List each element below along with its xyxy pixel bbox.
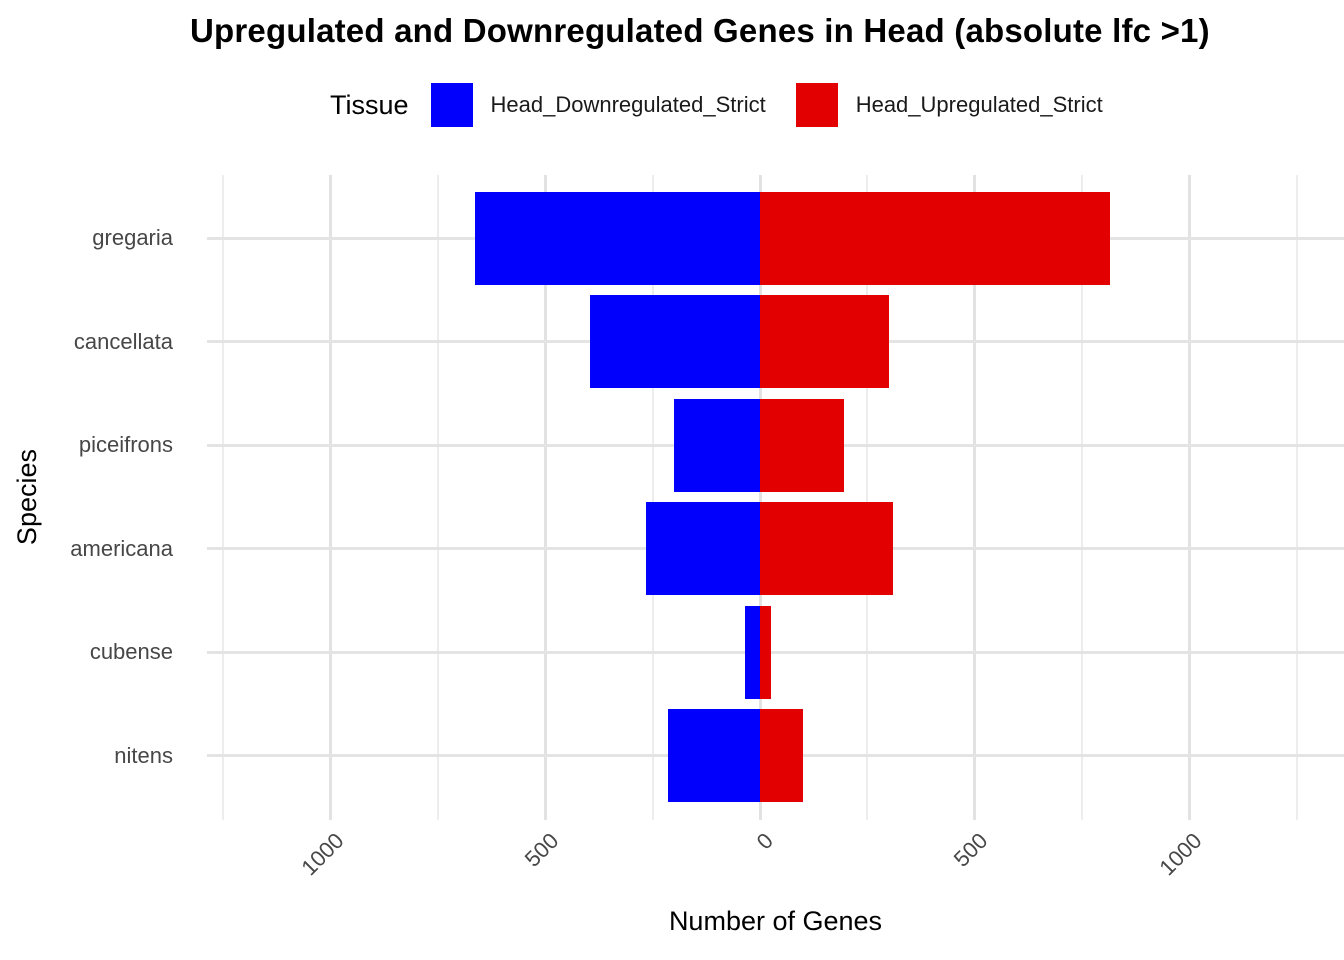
bar-nitens-down	[667, 709, 761, 802]
x-axis-title: Number of Genes	[668, 906, 883, 936]
gridline-minor	[1295, 175, 1298, 820]
legend-item-label: Head_Upregulated_Strict	[855, 92, 1103, 117]
gridline-major	[1187, 175, 1191, 820]
y-tick-label-cancellata: cancellata	[73, 328, 173, 354]
gridline-major	[329, 175, 333, 820]
bar-nitens-up	[760, 709, 803, 802]
gridline-minor	[437, 175, 439, 820]
y-tick-label-piceifrons: piceifrons	[78, 432, 173, 457]
legend-item-label: Head_Downregulated_Strict	[490, 92, 766, 117]
bar-piceifrons-up	[760, 398, 844, 492]
chart-title: Upregulated and Downregulated Genes in H…	[190, 12, 1210, 49]
gridline-major	[543, 175, 547, 820]
y-tick-label-gregaria: gregaria	[92, 225, 173, 250]
legend-item-upregulated: Head_Upregulated_Strict	[795, 83, 1103, 127]
gridline-minor	[866, 175, 869, 820]
legend-items: Head_Downregulated_Strict Head_Upregulate…	[430, 83, 1133, 127]
y-tick-label-cubense: cubense	[89, 639, 173, 664]
bar-americana-up	[760, 502, 894, 595]
legend-key-swatch	[430, 83, 473, 127]
x-tick-label: 500	[948, 828, 993, 872]
gridline-major	[973, 175, 977, 820]
bar-cubense-down	[745, 605, 761, 699]
legend-title: Tissue	[330, 89, 409, 120]
bar-gregaria-up	[760, 191, 1110, 285]
gridline-minor	[651, 175, 654, 820]
x-tick-label: 1000	[1154, 828, 1208, 881]
x-tick-label: 1000	[296, 828, 349, 881]
plot-panel	[207, 175, 1344, 820]
gridline-major	[758, 175, 762, 820]
bar-cubense-up	[760, 605, 771, 699]
gridline-minor	[1081, 175, 1084, 820]
bar-cancellata-up	[760, 295, 889, 388]
y-axis-title: Species	[12, 449, 42, 546]
bar-gregaria-down	[474, 191, 761, 285]
gridline-row-cubense	[207, 650, 1344, 654]
bar-cancellata-down	[590, 295, 761, 388]
gridline-minor	[222, 175, 225, 820]
x-tick-label: 500	[519, 828, 564, 872]
legend-key-swatch	[795, 83, 838, 127]
x-tick-label: 0	[751, 828, 778, 855]
bar-piceifrons-down	[674, 398, 761, 492]
bar-americana-down	[646, 502, 761, 595]
legend: Tissue Head_Downregulated_Strict Head_Upr…	[330, 81, 1133, 129]
y-tick-label-nitens: nitens	[114, 742, 173, 768]
y-tick-label-americana: americana	[70, 535, 173, 561]
y-axis-title-wrap: Species	[12, 175, 43, 820]
legend-item-downregulated: Head_Downregulated_Strict	[430, 83, 766, 127]
